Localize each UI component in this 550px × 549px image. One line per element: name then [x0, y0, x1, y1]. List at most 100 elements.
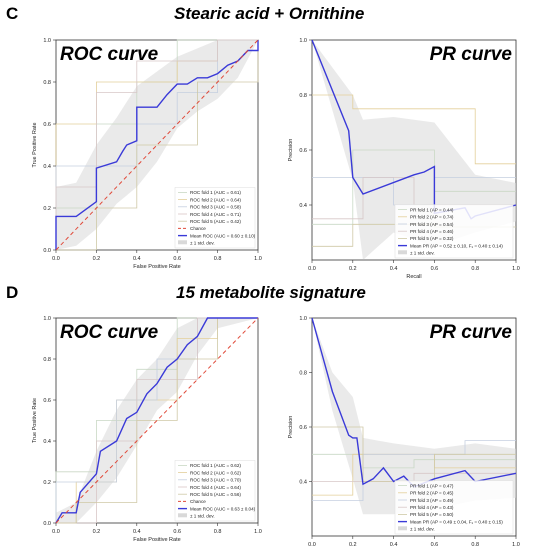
x-tick-label: 0.0: [52, 256, 60, 262]
roc-chart-d: ROC curve 0.0 0.2 0.4 0.6 0.8 1.0 0.0 0.2 0.4 0.6 0…: [32, 316, 262, 543]
pr-chart-d: PR curve0.00.20.40.60.81.00.40.60.81.0Re…: [288, 316, 520, 548]
x-tick-label: 0.8: [471, 266, 479, 272]
y-tick-label: 0.8: [299, 371, 307, 377]
y-tick-label: 0.6: [299, 148, 307, 154]
y-tick-label: 0.2: [43, 206, 51, 212]
fold-4-line: [56, 317, 258, 524]
legend-entry: Chance: [190, 226, 206, 231]
x-tick-label: 0.8: [214, 529, 222, 535]
legend-box: [394, 204, 514, 259]
x-tick-label: 0.4: [133, 529, 141, 535]
legend-box: [174, 460, 256, 522]
mean-line: [55, 40, 259, 250]
y-tick-label: 1.0: [43, 38, 51, 44]
x-tick-label: 0.4: [390, 266, 398, 272]
fold-3-line: [312, 440, 516, 501]
x-tick-label: 0.4: [390, 542, 398, 548]
legend-entry: PR fold 3 (AP = 0.54): [410, 222, 454, 227]
plot-big-title: PR curve: [430, 44, 513, 65]
legend-entry: ROC fold 1 (AUC = 0.61): [190, 190, 241, 195]
x-tick-label: 0.4: [133, 256, 141, 262]
y-tick-label: 1.0: [299, 316, 307, 322]
legend-entry: ± 1 std. dev.: [190, 514, 215, 519]
y-tick-label: 0.6: [299, 425, 307, 431]
x-tick-label: 0.6: [173, 256, 181, 262]
y-tick-label: 0.4: [299, 203, 307, 209]
legend-swatch: [398, 250, 407, 255]
plot-big-title: ROC curve: [60, 44, 159, 65]
fold-4-line: [55, 39, 258, 250]
x-tick-label: 1.0: [254, 256, 262, 262]
x-tick-label: 1.0: [512, 542, 520, 548]
legend-entry: ROC fold 2 (AUC = 0.62): [190, 470, 241, 475]
legend-entry: PR fold 4 (AP = 0.43): [410, 505, 454, 510]
legend-swatch: [398, 526, 407, 531]
pr-chart-c: PR curve 0.0 0.2 0.4 0.6 0.8 1.0 0.4 0.6 0.8 1.0 Re…: [288, 38, 520, 280]
legend-entry: Mean PR (AP = 0.52 ± 0.10, F₁ = 0.40 ± 0…: [410, 243, 503, 248]
legend-entry: PR fold 1 (AP = 0.44): [410, 207, 454, 212]
y-tick-label: 1.0: [43, 316, 51, 322]
y-tick-label: 1.0: [299, 38, 307, 44]
legend-swatch: [178, 513, 187, 518]
legend-entry: PR fold 5 (AP = 0.32): [410, 236, 454, 241]
fold-5-line: [56, 40, 259, 251]
y-tick-label: 0.0: [43, 521, 51, 527]
x-tick-label: 0.0: [308, 542, 316, 548]
legend-entry: ROC fold 2 (AUC = 0.64): [190, 197, 241, 202]
legend-entry: PR fold 2 (AP = 0.45): [410, 491, 454, 496]
x-tick-label: 0.8: [214, 256, 222, 262]
y-tick-label: 0.6: [43, 122, 51, 128]
y-tick-label: 0.0: [43, 248, 51, 254]
panel-title-d: 15 metabolite signature: [176, 283, 366, 302]
x-tick-label: 1.0: [512, 266, 520, 272]
mean-line: [55, 317, 258, 524]
x-tick-label: 0.6: [173, 529, 181, 535]
x-axis-label: Recall: [406, 274, 421, 280]
x-tick-label: 0.2: [93, 256, 101, 262]
chance-line: [55, 317, 259, 524]
legend-entry: PR fold 5 (AP = 0.50): [410, 512, 454, 517]
legend-entry: PR fold 4 (AP = 0.46): [410, 229, 454, 234]
x-tick-label: 0.2: [349, 266, 357, 272]
legend-entry: ROC fold 1 (AUC = 0.62): [190, 463, 241, 468]
legend-entry: ROC fold 3 (AUC = 0.58): [190, 205, 241, 210]
legend-entry: ± 1 std. dev.: [410, 527, 435, 532]
fold-1-line: [312, 149, 516, 225]
plot-big-title: ROC curve: [60, 322, 159, 343]
plot-big-title: PR curve: [430, 322, 513, 343]
y-tick-label: 0.4: [43, 439, 51, 445]
y-tick-label: 0.8: [43, 80, 51, 86]
x-tick-label: 0.2: [93, 529, 101, 535]
legend-entry: PR fold 2 (AP = 0.74): [410, 215, 454, 220]
x-tick-label: 0.0: [308, 266, 316, 272]
legend-entry: ± 1 std. dev.: [190, 241, 215, 246]
x-tick-label: 0.8: [471, 542, 479, 548]
x-tick-label: 0.2: [349, 542, 357, 548]
y-tick-label: 0.2: [43, 480, 51, 486]
legend-entry: PR fold 1 (AP = 0.47): [410, 483, 454, 488]
x-tick-label: 0.0: [52, 529, 60, 535]
legend-box: [394, 480, 514, 535]
y-axis-label: True Positive Rate: [32, 398, 38, 443]
y-tick-label: 0.6: [43, 398, 51, 404]
y-axis-label: Precision: [288, 139, 294, 162]
x-axis-label: False Positive Rate: [133, 537, 180, 543]
panel-letter-c: C: [6, 4, 19, 23]
legend-entry: PR fold 3 (AP = 0.49): [410, 498, 454, 503]
legend-entry: ROC fold 4 (AUC = 0.64): [190, 485, 241, 490]
y-tick-label: 0.4: [43, 164, 51, 170]
roc-chart-c: ROC curve 0.0 0.2 0.4 0.6 0.8 1.0 0.0 0.2 0.4 0.6 0…: [32, 38, 262, 270]
x-axis-label: False Positive Rate: [133, 264, 180, 270]
y-tick-label: 0.8: [43, 357, 51, 363]
x-tick-label: 0.6: [431, 266, 439, 272]
y-axis-label: Precision: [288, 416, 294, 439]
legend-swatch: [178, 240, 187, 245]
legend-entry: Chance: [190, 499, 206, 504]
legend-box: [174, 187, 256, 249]
legend-entry: ROC fold 5 (AUC = 0.42): [190, 219, 241, 224]
x-tick-label: 1.0: [254, 529, 262, 535]
y-tick-label: 0.8: [299, 93, 307, 99]
legend-entry: ± 1 std. dev.: [410, 251, 435, 256]
mean-line: [311, 317, 517, 488]
y-tick-label: 0.4: [299, 480, 307, 486]
